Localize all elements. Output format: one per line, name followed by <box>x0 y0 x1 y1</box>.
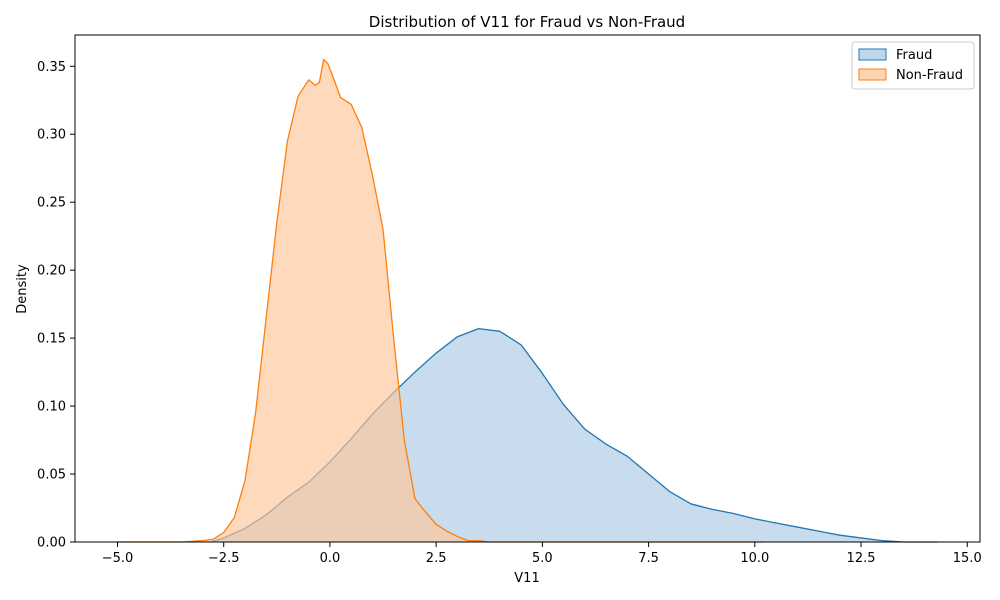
x-tick-label: 0.0 <box>320 551 341 566</box>
chart-title: Distribution of V11 for Fraud vs Non-Fra… <box>369 13 685 31</box>
non-fraud-density-area <box>117 59 764 542</box>
y-axis-label: Density <box>15 264 30 314</box>
y-tick-label: 0.35 <box>37 60 66 75</box>
x-tick-label: 15.0 <box>953 551 982 566</box>
y-tick-label: 0.05 <box>37 468 66 483</box>
y-tick-label: 0.30 <box>37 128 66 143</box>
x-tick-label: 7.5 <box>638 551 659 566</box>
x-tick-label: −2.5 <box>208 551 240 566</box>
plot-frame <box>74 34 981 543</box>
legend-label-fraud: Fraud <box>896 48 932 63</box>
axes-layer: −5.0 −2.5 0.0 2.5 5.0 7.5 10.0 12.5 15.0 0.00 0.05… <box>37 34 982 566</box>
x-axis-label: V11 <box>514 571 539 586</box>
series-layer <box>117 58 938 543</box>
y-tick-label: 0.25 <box>37 196 66 211</box>
y-tick-label: 0.00 <box>37 536 66 551</box>
x-tick-label: 10.0 <box>740 551 769 566</box>
y-tick-label: 0.20 <box>37 264 66 279</box>
y-tick-label: 0.10 <box>37 400 66 415</box>
legend: Fraud Non-Fraud <box>851 41 975 90</box>
non-fraud-density-line <box>117 58 764 543</box>
x-tick-label: 5.0 <box>532 551 553 566</box>
x-tick-label: 12.5 <box>847 551 876 566</box>
legend-swatch-fraud <box>858 48 887 61</box>
legend-label-non-fraud: Non-Fraud <box>896 68 963 83</box>
legend-swatch-non-fraud <box>858 68 887 81</box>
y-tick-label: 0.15 <box>37 332 66 347</box>
x-tick-label: 2.5 <box>426 551 447 566</box>
x-tick-label: −5.0 <box>102 551 134 566</box>
